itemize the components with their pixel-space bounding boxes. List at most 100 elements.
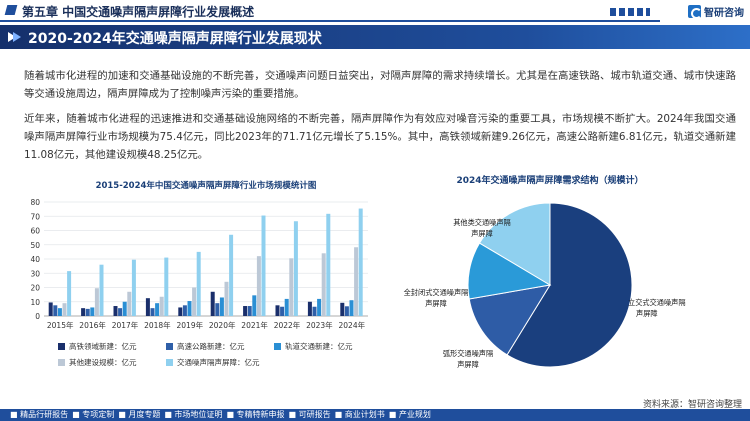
bar (284, 298, 289, 316)
footer-link[interactable]: ■ 月度专题 (118, 410, 161, 419)
bar (113, 306, 118, 316)
footer-link[interactable]: ■ 产业规划 (388, 410, 431, 419)
bar (326, 213, 331, 316)
bar (210, 291, 215, 316)
intro-paragraph: 随着城市化进程的加速和交通基础设施的不断完善，交通噪声问题日益突出，对隔声屏障的… (24, 70, 736, 100)
footer-link[interactable]: ■ 专项定制 (72, 410, 115, 419)
y-tick-label: 70 (30, 212, 40, 221)
bar (317, 298, 322, 316)
bar (131, 259, 136, 316)
bar (81, 308, 86, 316)
legend-swatch (274, 343, 281, 350)
chart-area: 2015-2024年中国交通噪声隔声屏障行业市场规模统计图 0 10 20 30 40 50… (0, 168, 750, 398)
y-tick-label: 0 (35, 312, 40, 321)
bar (118, 308, 123, 316)
bar (90, 307, 95, 316)
bar (340, 302, 345, 316)
top-header: 第五章 中国交通噪声隔声屏障行业发展概述 智研咨询 (0, 0, 750, 22)
pie-slice (478, 202, 551, 286)
footer-link[interactable]: ■ 精品行研报告 (10, 410, 69, 419)
bar-chart: 2015-2024年中国交通噪声隔声屏障行业市场规模统计图 0 10 20 30 40 50… (30, 180, 368, 367)
bar (159, 296, 164, 316)
bar (145, 298, 150, 316)
legend-swatch (166, 359, 173, 366)
bar (164, 257, 169, 316)
header-decoration (610, 8, 650, 16)
bar (67, 271, 72, 316)
bar (150, 308, 155, 316)
pie-label: 全封闭式交通噪声隔声屏障 (404, 288, 469, 308)
bar (53, 305, 58, 316)
source-note: 资料来源：智研咨询整理 (642, 400, 742, 410)
logo-icon (688, 5, 702, 19)
pie-chart-title: 2024年交通噪声隔声屏障需求结构（规模计） (456, 174, 643, 186)
y-tick-label: 10 (30, 298, 40, 307)
pie-label: 弧形交通噪声隔声屏障 (443, 349, 493, 369)
x-tick-label: 2019年 (177, 320, 204, 330)
bar (182, 305, 187, 316)
y-tick-label: 30 (30, 269, 40, 278)
footer-link[interactable]: ■ 可研报告 (288, 410, 331, 419)
x-tick-label: 2020年 (209, 320, 236, 330)
x-tick-label: 2024年 (339, 320, 366, 330)
bar (219, 297, 224, 316)
bar (196, 251, 201, 316)
bar (344, 306, 349, 316)
bar (48, 302, 53, 316)
pie-slice (468, 284, 552, 356)
bar (122, 301, 127, 316)
bar (349, 300, 354, 316)
bar (275, 305, 280, 316)
footer-link[interactable]: ■ 商业计划书 (334, 410, 385, 419)
bar (178, 307, 183, 316)
footer-link[interactable]: ■ 专精特新申报 (226, 410, 285, 419)
x-tick-label: 2022年 (274, 320, 301, 330)
chapter-title: 第五章 中国交通噪声隔声屏障行业发展概述 (22, 5, 255, 19)
footer-link[interactable]: ■ 市场地位证明 (164, 410, 223, 419)
legend-label: 交通噪声隔声屏障：亿元 (177, 357, 260, 367)
logo-text: 智研咨询 (704, 8, 744, 19)
play-arrow-icon (8, 32, 16, 42)
play-arrow-icon-secondary (13, 32, 21, 42)
x-tick-label: 2017年 (112, 320, 139, 330)
chapter-marker-icon (4, 5, 18, 15)
bar (247, 306, 252, 316)
bar (307, 301, 312, 316)
bar (293, 221, 298, 316)
x-tick-label: 2015年 (47, 320, 74, 330)
section-banner: 2020-2024年交通噪声隔声屏障行业发展现状 (0, 25, 750, 49)
brand-logo: 智研咨询 (688, 4, 744, 19)
bar (321, 253, 326, 316)
pie-chart: 2024年交通噪声隔声屏障需求结构（规模计） 立交式交通噪声隔声屏障弧形交通噪声隔… (404, 174, 686, 369)
bar (358, 208, 363, 316)
bar (127, 291, 132, 316)
x-tick-label: 2016年 (79, 320, 106, 330)
x-tick-label: 2021年 (241, 320, 268, 330)
pie-label: 立交式交通噪声隔声屏障 (628, 298, 686, 318)
bar (289, 258, 294, 316)
y-tick-label: 60 (30, 227, 40, 236)
bar-chart-title: 2015-2024年中国交通噪声隔声屏障行业市场规模统计图 (96, 180, 317, 191)
header-divider (0, 20, 660, 22)
bar (192, 287, 197, 316)
market-paragraph: 近年来，随着城市化进程的迅速推进和交通基础设施网络的不断完善，隔声屏障作为有效应… (24, 113, 736, 161)
legend-swatch (58, 343, 65, 350)
bar (62, 303, 67, 316)
bar (187, 301, 192, 316)
legend-label: 高铁领域新建：亿元 (69, 341, 137, 351)
legend-label: 高速公路新建：亿元 (177, 341, 245, 351)
legend-label: 其他建设规模：亿元 (69, 357, 137, 367)
bar (155, 303, 160, 316)
footer-bar: ■ 精品行研报告 ■ 专项定制 ■ 月度专题 ■ 市场地位证明 ■ 专精特新申报 ■ 可研… (0, 409, 750, 421)
pie-slice (506, 202, 633, 368)
legend-label: 轨道交通新建：亿元 (285, 341, 353, 351)
section-title: 2020-2024年交通噪声隔声屏障行业发展现状 (28, 31, 322, 47)
y-tick-label: 80 (30, 198, 40, 207)
bar (261, 215, 266, 316)
y-tick-label: 40 (30, 255, 40, 264)
bar (243, 306, 248, 316)
pie-label: 其他类交通噪声隔声屏障 (453, 218, 511, 238)
bar (99, 264, 104, 316)
bar (280, 306, 285, 316)
x-tick-label: 2023年 (306, 320, 333, 330)
